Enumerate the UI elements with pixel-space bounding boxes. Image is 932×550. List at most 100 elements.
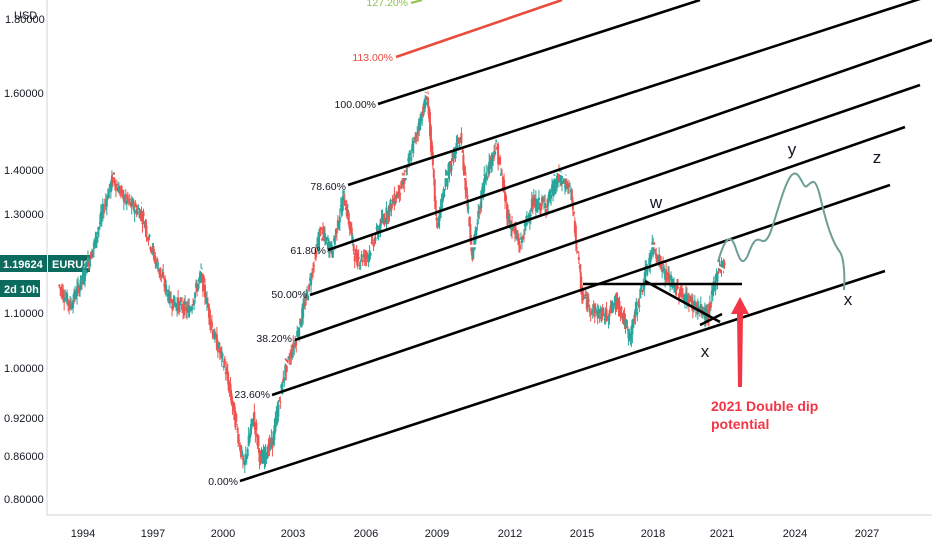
- candle-body: [232, 401, 235, 405]
- candle-body: [279, 401, 282, 403]
- candle-body: [603, 319, 606, 321]
- candle-body: [611, 307, 614, 310]
- candle-body: [465, 186, 468, 194]
- candle-body: [425, 96, 428, 100]
- candle-body: [193, 300, 196, 305]
- candle-body: [662, 264, 665, 266]
- candle-body: [119, 187, 122, 193]
- candle-body: [581, 294, 584, 301]
- fib-channel: [239, 0, 932, 483]
- candle-body: [435, 217, 438, 221]
- candle-body: [358, 264, 361, 266]
- candle-body: [230, 393, 233, 404]
- candle-body: [495, 140, 498, 142]
- candle-body: [92, 242, 95, 250]
- candle-body: [534, 198, 537, 212]
- candle-body: [723, 262, 726, 266]
- candle-body: [659, 256, 662, 262]
- candle-body: [559, 173, 562, 184]
- candle-body: [83, 276, 86, 282]
- candle-body: [543, 201, 546, 203]
- candle-body: [77, 283, 80, 285]
- candle-body: [517, 238, 520, 246]
- candle-body: [684, 291, 687, 293]
- candle-body: [641, 290, 644, 292]
- candle-body: [485, 172, 488, 180]
- countdown-label: 2d 10h: [4, 284, 39, 296]
- x-tick-label: 2021: [710, 528, 734, 540]
- annotation-line-2: potential: [711, 416, 769, 432]
- fib-line-61-8: [327, 38, 932, 252]
- candle-body: [70, 304, 73, 306]
- candle-body: [274, 417, 277, 432]
- candle-body: [296, 330, 299, 337]
- last-price-badge: [0, 255, 47, 272]
- candle-body: [313, 265, 316, 267]
- fib-label: 50.00%: [271, 289, 307, 301]
- candle-body: [188, 306, 191, 318]
- candle-body: [415, 133, 418, 138]
- candle-body: [201, 272, 204, 292]
- candle-body: [709, 302, 712, 308]
- candle-body: [197, 283, 200, 291]
- candle-body: [490, 159, 493, 169]
- candle-body: [400, 181, 403, 189]
- candle-body: [250, 419, 253, 429]
- candle-body: [223, 358, 226, 366]
- candle-body: [620, 307, 623, 311]
- candle-body: [458, 144, 461, 150]
- candle-body: [632, 323, 635, 328]
- candle-body: [202, 277, 205, 282]
- candle-body: [200, 271, 203, 277]
- candle-body: [97, 227, 100, 230]
- candle-body: [88, 258, 91, 267]
- x-tick-label: 2027: [855, 528, 879, 540]
- candle-body: [210, 321, 213, 328]
- candle-body: [109, 182, 112, 193]
- candle-body: [417, 130, 420, 133]
- candle-body: [338, 216, 341, 223]
- candle-body: [360, 254, 363, 260]
- candle-body: [152, 245, 155, 253]
- candle-body: [253, 411, 256, 422]
- candle-body: [238, 439, 241, 441]
- candle-body: [194, 292, 197, 299]
- candle-body: [649, 255, 652, 267]
- candle-body: [430, 142, 433, 152]
- candle-body: [216, 344, 219, 353]
- candle-body: [396, 193, 399, 199]
- candle-body: [244, 454, 247, 461]
- candle-body: [508, 215, 511, 220]
- candle-body: [140, 210, 143, 214]
- candle-body: [531, 201, 534, 210]
- x-tick-label: 2003: [281, 528, 305, 540]
- candle-body: [351, 236, 354, 240]
- candle-body: [110, 175, 113, 188]
- candle-body: [405, 169, 408, 173]
- candle-body: [306, 290, 309, 295]
- candle-body: [700, 305, 703, 316]
- annotation-line-1: 2021 Double dip: [711, 398, 818, 414]
- candle-body: [572, 211, 575, 214]
- candle-body: [661, 268, 664, 272]
- candle-body: [554, 179, 557, 195]
- candle-body: [90, 252, 93, 258]
- candle-body: [680, 291, 683, 298]
- candle-body: [176, 303, 179, 311]
- candle-body: [105, 198, 108, 207]
- x-tick-label: 2009: [425, 528, 449, 540]
- candle-body: [325, 237, 328, 239]
- candle-body: [608, 310, 611, 317]
- candle-body: [512, 225, 515, 232]
- candle-body: [610, 301, 613, 308]
- candle-body: [291, 351, 294, 358]
- candle-body: [320, 238, 323, 240]
- candle-body: [434, 200, 437, 210]
- candle-body: [62, 289, 65, 299]
- candle-body: [311, 272, 314, 278]
- candle-body: [576, 251, 579, 253]
- candle-body: [717, 272, 720, 274]
- candle-body: [304, 303, 307, 306]
- candle-body: [241, 457, 244, 460]
